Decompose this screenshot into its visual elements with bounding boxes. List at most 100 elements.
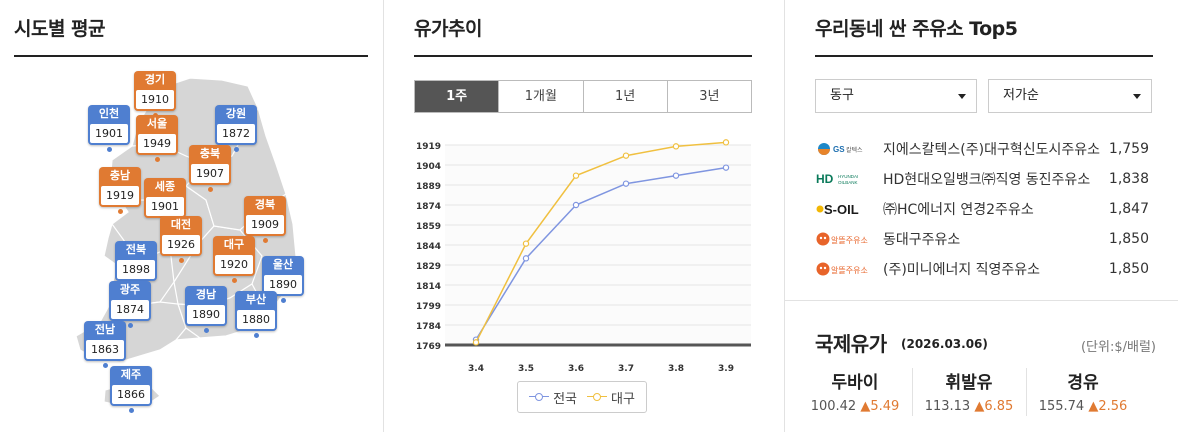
- region-badge[interactable]: 경남 1890: [185, 286, 227, 326]
- svg-text:GS: GS: [833, 145, 845, 154]
- region-marker-dot: [103, 363, 108, 368]
- period-tab[interactable]: 1년: [582, 81, 667, 112]
- chevron-down-icon: [1133, 94, 1141, 99]
- station-row[interactable]: S-OIL ㈜HC에너지 연경2주유소 1,847: [815, 194, 1155, 224]
- altteul-logo: 알뜰주유소: [815, 229, 883, 249]
- legend-item[interactable]: 전국: [529, 388, 577, 407]
- region-badge[interactable]: 충남 1919: [99, 167, 141, 207]
- oil-change: ▲6.85: [974, 399, 1014, 414]
- y-tick-label: 1769: [416, 342, 441, 352]
- region-badge[interactable]: 부산 1880: [235, 291, 277, 331]
- station-row[interactable]: HD HYUNDAI OILBANK HD현대오일뱅크㈜직영 동진주유소 1,838: [815, 164, 1155, 194]
- title-underline: [14, 55, 368, 57]
- region-price: 1890: [264, 275, 302, 294]
- region-name: 전북: [125, 243, 147, 256]
- y-tick-label: 1904: [416, 162, 441, 172]
- oil-price: 100.42: [810, 399, 857, 414]
- region-price: 1926: [162, 235, 200, 254]
- station-row[interactable]: 알뜰주유소 동대구주유소 1,850: [815, 224, 1155, 254]
- region-badge[interactable]: 대구 1920: [213, 236, 255, 276]
- intl-oil-date: (2026.03.06): [901, 337, 988, 351]
- region-badge[interactable]: 대전 1926: [160, 216, 202, 256]
- region-price: 1890: [187, 305, 225, 324]
- region-name: 광주: [119, 283, 141, 296]
- gs-caltex-logo: GS 칼텍스: [815, 139, 883, 159]
- cheap-stations-panel: 우리동네 싼 주유소 Top5 동구 저가순 GS 칼텍스 지에스칼텍스(주)대구혁…: [785, 0, 1178, 432]
- region-price: 1907: [191, 164, 229, 183]
- region-price: 1874: [111, 300, 149, 319]
- region-badge[interactable]: 제주 1866: [110, 366, 152, 406]
- chart-legend: 전국 대구: [517, 381, 647, 413]
- region-marker-dot: [129, 408, 134, 413]
- region-badge[interactable]: 강원 1872: [215, 105, 257, 145]
- station-row[interactable]: GS 칼텍스 지에스칼텍스(주)대구혁신도시주유소 1,759: [815, 134, 1155, 164]
- region-badge[interactable]: 전남 1863: [84, 321, 126, 361]
- station-name: 동대구주유소: [883, 232, 961, 248]
- sort-select-value: 저가순: [1003, 88, 1039, 103]
- region-name: 경남: [195, 288, 217, 301]
- district-select-value: 동구: [830, 88, 854, 103]
- y-tick-label: 1829: [416, 262, 441, 272]
- series-line: [475, 166, 727, 341]
- region-badge[interactable]: 경북 1909: [244, 196, 286, 236]
- period-tab[interactable]: 1주: [415, 81, 499, 112]
- region-marker-dot: [179, 258, 184, 263]
- region-price: 1901: [90, 124, 128, 143]
- region-marker-dot: [234, 147, 239, 152]
- region-marker-dot: [204, 328, 209, 333]
- region-name: 세종: [154, 180, 176, 193]
- legend-marker: [587, 392, 607, 402]
- region-price: 1880: [237, 310, 275, 329]
- oil-price: 155.74: [1038, 399, 1085, 414]
- region-price: 1901: [146, 197, 184, 216]
- legend-item[interactable]: 대구: [587, 388, 635, 407]
- intl-oil-title: 국제유가: [815, 332, 887, 356]
- region-marker-dot: [263, 238, 268, 243]
- series-line: [475, 141, 727, 343]
- data-point: [672, 143, 680, 150]
- region-marker-dot: [118, 209, 123, 214]
- sort-select[interactable]: 저가순: [988, 79, 1152, 113]
- period-tab[interactable]: 1개월: [498, 81, 583, 112]
- data-point: [572, 201, 580, 209]
- region-badge[interactable]: 세종 1901: [144, 178, 186, 218]
- svg-text:칼텍스: 칼텍스: [846, 146, 863, 154]
- divider: [383, 0, 384, 432]
- region-badge[interactable]: 충북 1907: [189, 145, 231, 185]
- region-price: 1920: [215, 255, 253, 274]
- region-badge[interactable]: 전북 1898: [115, 241, 157, 281]
- region-badge[interactable]: 경기 1910: [134, 71, 176, 111]
- region-name: 제주: [120, 368, 142, 381]
- sido-average-panel: 시도별 평균 경기 1910 인천 1901 서울 1949 강원 1872 충북 1907 충남 1…: [0, 0, 383, 432]
- y-tick-label: 1844: [416, 242, 441, 252]
- intl-oil-item: 휘발유 113.13 ▲6.85: [913, 368, 1025, 414]
- region-badge[interactable]: 울산 1890: [262, 256, 304, 296]
- y-tick-label: 1799: [416, 302, 441, 312]
- intl-oil-item: 경유 155.74 ▲2.56: [1027, 368, 1139, 414]
- price-trend-panel: 유가추이 1주 1개월 1년 3년 1769 1784 1799 1814 1829 1844 1…: [384, 0, 784, 432]
- region-price: 1910: [136, 90, 174, 109]
- region-badge[interactable]: 서울 1949: [136, 115, 178, 155]
- title-underline: [414, 55, 752, 57]
- altteul-logo: 알뜰주유소: [815, 259, 883, 279]
- y-tick-label: 1889: [416, 182, 441, 192]
- region-badge[interactable]: 인천 1901: [88, 105, 130, 145]
- region-marker-dot: [107, 147, 112, 152]
- period-tab[interactable]: 3년: [666, 81, 751, 112]
- x-tick-label: 3.4: [468, 364, 484, 374]
- section-divider: [785, 300, 1178, 301]
- data-point: [622, 152, 630, 159]
- data-point: [722, 164, 730, 171]
- intl-oil-unit: (단위:$/배럴): [1080, 340, 1156, 355]
- region-price: 1919: [101, 186, 139, 205]
- region-name: 인천: [98, 107, 120, 120]
- station-row[interactable]: 알뜰주유소 (주)미니에너지 직영주유소 1,850: [815, 254, 1155, 284]
- x-tick-label: 3.5: [518, 364, 534, 374]
- district-select[interactable]: 동구: [815, 79, 977, 113]
- x-tick-label: 3.7: [618, 364, 634, 374]
- region-badge[interactable]: 광주 1874: [109, 281, 151, 321]
- legend-label: 전국: [553, 391, 577, 407]
- region-marker-dot: [232, 278, 237, 283]
- svg-text:알뜰주유소: 알뜰주유소: [831, 235, 868, 245]
- svg-text:OILBANK: OILBANK: [838, 180, 858, 185]
